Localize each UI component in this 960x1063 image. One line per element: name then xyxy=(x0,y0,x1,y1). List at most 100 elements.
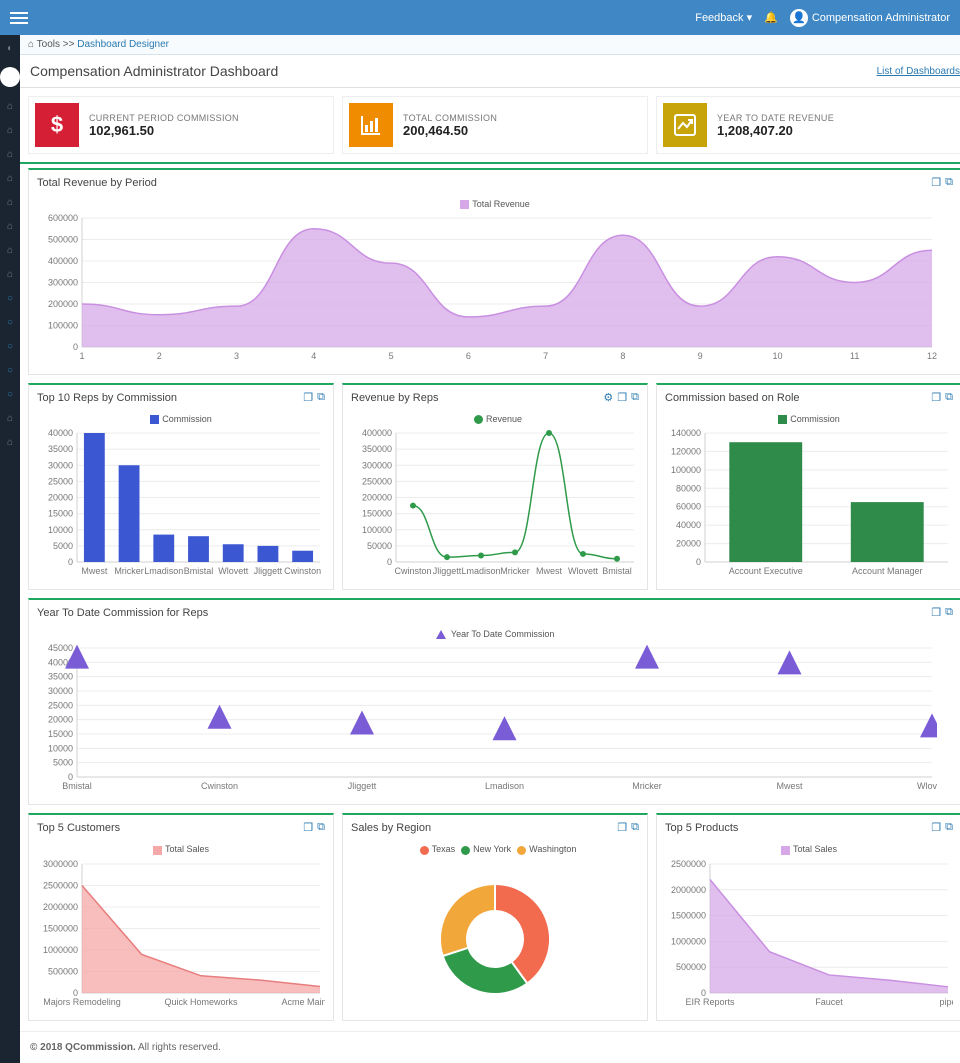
sidebar-item[interactable]: ○ xyxy=(5,341,15,351)
copy-icon[interactable]: ⧉ xyxy=(945,821,953,834)
svg-text:60000: 60000 xyxy=(676,502,701,512)
svg-text:400000: 400000 xyxy=(48,256,78,266)
copy-icon[interactable]: ⧉ xyxy=(317,821,325,834)
svg-text:Faucet: Faucet xyxy=(815,997,843,1007)
footer: © 2018 QCommission. All rights reserved. xyxy=(20,1031,960,1063)
panel-title: Top 5 Customers xyxy=(37,822,120,834)
gear-icon[interactable]: ⚙ xyxy=(603,391,613,404)
window-icon[interactable]: ❐ xyxy=(303,821,313,834)
svg-text:200000: 200000 xyxy=(362,493,392,503)
sidebar-item[interactable]: ⌂ xyxy=(5,245,15,255)
svg-text:Mwest: Mwest xyxy=(536,566,563,576)
kpi-value: 102,961.50 xyxy=(89,123,239,138)
svg-text:2: 2 xyxy=(157,351,162,361)
list-dashboards-link[interactable]: List of Dashboards xyxy=(877,66,960,77)
kpi-label: YEAR TO DATE REVENUE xyxy=(717,113,834,123)
kpi-value: 1,208,407.20 xyxy=(717,123,834,138)
svg-text:1: 1 xyxy=(79,351,84,361)
panel-role: Commission based on Role ❐⧉ Commission 0… xyxy=(656,383,960,590)
copy-icon[interactable]: ⧉ xyxy=(945,391,953,404)
legend-label: Year To Date Commission xyxy=(451,629,555,639)
kpi-label: TOTAL COMMISSION xyxy=(403,113,497,123)
svg-text:15000: 15000 xyxy=(48,729,73,739)
sidebar-item[interactable]: ⌂ xyxy=(5,173,15,183)
window-icon[interactable]: ❐ xyxy=(931,176,941,189)
sidebar-item[interactable]: ○ xyxy=(5,365,15,375)
svg-text:25000: 25000 xyxy=(48,701,73,711)
revenue-reps-chart: 0500001000001500002000002500003000003500… xyxy=(351,428,639,578)
svg-text:9: 9 xyxy=(698,351,703,361)
panel-title: Total Revenue by Period xyxy=(37,177,157,189)
svg-text:Quick Homeworks: Quick Homeworks xyxy=(164,997,238,1007)
svg-text:20000: 20000 xyxy=(48,493,73,503)
svg-text:25000: 25000 xyxy=(48,477,73,487)
copy-icon[interactable]: ⧉ xyxy=(631,391,639,404)
user-menu[interactable]: 👤 Compensation Administrator xyxy=(790,9,950,27)
svg-text:350000: 350000 xyxy=(362,444,392,454)
legend-label: Commission xyxy=(162,414,212,424)
sidebar-item[interactable]: ○ xyxy=(5,317,15,327)
svg-text:Cwinston: Cwinston xyxy=(394,566,431,576)
legend-label: Total Sales xyxy=(165,844,209,854)
window-icon[interactable]: ❐ xyxy=(931,391,941,404)
ytd-chart: 0500010000150002000025000300003500040000… xyxy=(37,643,937,793)
svg-text:7: 7 xyxy=(543,351,548,361)
window-icon[interactable]: ❐ xyxy=(931,821,941,834)
region-chart xyxy=(351,859,639,1009)
copy-icon[interactable]: ⧉ xyxy=(317,391,325,404)
window-icon[interactable]: ❐ xyxy=(617,821,627,834)
feedback-dropdown[interactable]: Feedback ▾ xyxy=(695,11,752,24)
svg-text:Account Manager: Account Manager xyxy=(852,566,923,576)
breadcrumb-sep: >> xyxy=(63,39,77,50)
svg-text:pipe: pipe xyxy=(939,997,953,1007)
sidebar-item[interactable]: ⌂ xyxy=(5,125,15,135)
svg-text:8: 8 xyxy=(620,351,625,361)
sidebar-item[interactable]: ⌂ xyxy=(5,269,15,279)
copy-icon[interactable]: ⧉ xyxy=(945,176,953,189)
sidebar-item[interactable]: ⌂ xyxy=(5,413,15,423)
sidebar-avatar[interactable] xyxy=(0,67,20,87)
svg-text:6: 6 xyxy=(466,351,471,361)
kpi-value: 200,464.50 xyxy=(403,123,497,138)
menu-icon[interactable] xyxy=(10,12,28,24)
svg-text:1000000: 1000000 xyxy=(671,936,706,946)
breadcrumb-current[interactable]: Dashboard Designer xyxy=(77,39,169,50)
breadcrumb-root[interactable]: Tools xyxy=(37,39,60,50)
svg-text:10000: 10000 xyxy=(48,744,73,754)
sidebar-item[interactable]: ○ xyxy=(5,389,15,399)
bell-icon[interactable]: 🔔 xyxy=(764,11,778,24)
svg-text:40000: 40000 xyxy=(48,428,73,438)
panel-title: Top 5 Products xyxy=(665,822,738,834)
revenue-period-chart: 0100000200000300000400000500000600000123… xyxy=(37,213,937,363)
window-icon[interactable]: ❐ xyxy=(617,391,627,404)
svg-text:120000: 120000 xyxy=(671,447,701,457)
svg-text:300000: 300000 xyxy=(48,278,78,288)
svg-text:1000000: 1000000 xyxy=(43,945,78,955)
svg-text:50000: 50000 xyxy=(367,541,392,551)
sidebar-item[interactable]: ○ xyxy=(5,293,15,303)
svg-text:Acme Maintenance: Acme Maintenance xyxy=(281,997,325,1007)
svg-text:10: 10 xyxy=(772,351,782,361)
sidebar-item[interactable]: ⌂ xyxy=(5,221,15,231)
window-icon[interactable]: ❐ xyxy=(931,606,941,619)
window-icon[interactable]: ❐ xyxy=(303,391,313,404)
svg-text:400000: 400000 xyxy=(362,428,392,438)
copy-icon[interactable]: ⧉ xyxy=(631,821,639,834)
sidebar-item[interactable]: ⌂ xyxy=(5,149,15,159)
region-legend: TexasNew YorkWashington xyxy=(351,844,639,854)
sidebar-toggle-icon[interactable]: ◐ xyxy=(5,43,15,53)
home-icon[interactable]: ⌂ xyxy=(28,39,34,50)
svg-text:15000: 15000 xyxy=(48,509,73,519)
copy-icon[interactable]: ⧉ xyxy=(945,606,953,619)
user-label: Compensation Administrator xyxy=(812,12,950,24)
sidebar-item[interactable]: ⌂ xyxy=(5,197,15,207)
kpi-row: $ CURRENT PERIOD COMMISSION 102,961.50 T… xyxy=(20,88,960,164)
legend-label: Total Sales xyxy=(793,844,837,854)
svg-text:Wlovett: Wlovett xyxy=(218,566,249,576)
svg-text:EIR Reports: EIR Reports xyxy=(685,997,735,1007)
sidebar-item[interactable]: ⌂ xyxy=(5,101,15,111)
sidebar-item[interactable]: ⌂ xyxy=(5,437,15,447)
svg-text:Mricker: Mricker xyxy=(114,566,144,576)
top-products-chart: 05000001000000150000020000002500000EIR R… xyxy=(665,859,953,1009)
svg-text:Jliggett: Jliggett xyxy=(433,566,462,576)
